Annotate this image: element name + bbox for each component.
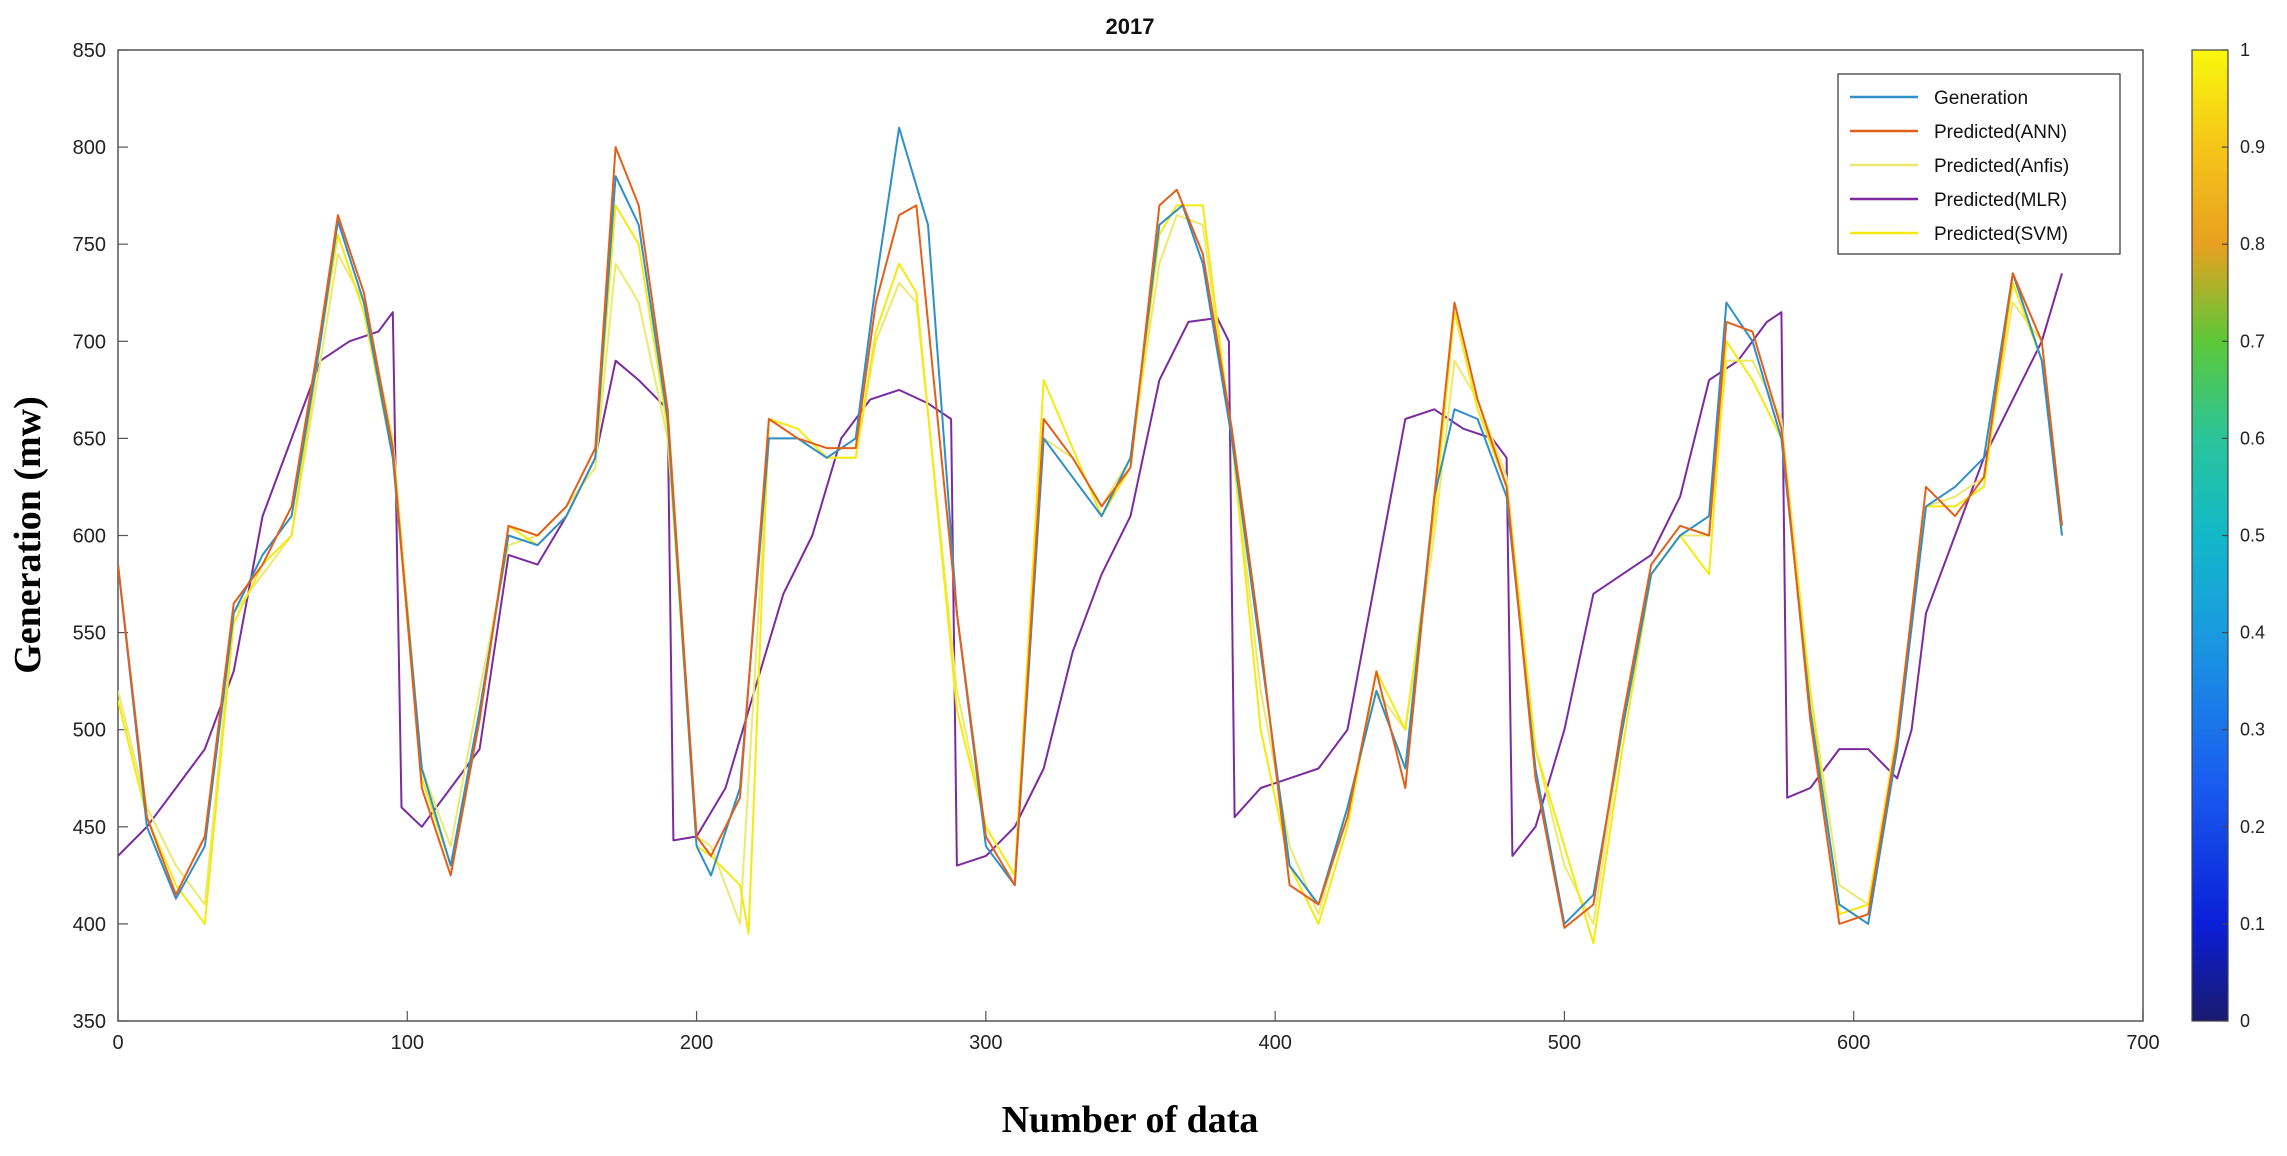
colorbar-tick-label: 0.7 [2240,331,2265,351]
legend-entry: Predicted(ANN) [1934,122,2067,143]
chart-title: 2017 [1106,14,1155,39]
series-line-predicted-ann [118,146,2063,929]
legend-entry: Predicted(SVM) [1934,224,2068,245]
y-tick-label: 550 [73,623,106,645]
colorbar-tick-label: 0 [2240,1011,2250,1031]
x-tick-label: 200 [680,1032,713,1054]
y-tick-label: 500 [73,720,106,742]
x-axis: 0 100 200 300 400 500 600 700 [112,1011,2160,1054]
y-tick-label: 350 [73,1011,106,1033]
legend-entry: Predicted(Anfis) [1934,156,2069,177]
y-tick-label: 800 [73,137,106,159]
colorbar-tick-label: 0.3 [2240,720,2265,740]
legend-entry: Predicted(MLR) [1934,190,2067,211]
colorbar-tick-label: 0.8 [2240,234,2265,254]
y-tick-label: 600 [73,526,106,548]
y-axis: 350 400 450 500 550 600 650 700 750 800 850 [73,40,128,1033]
colorbar-tick-label: 0.2 [2240,817,2265,837]
y-tick-label: 450 [73,817,106,839]
y-axis-label: Generation (mw) [7,396,49,674]
y-tick-label: 650 [73,428,106,450]
x-tick-label: 300 [969,1032,1002,1054]
legend-entry: Generation [1934,88,2028,109]
colorbar-tick-label: 0.9 [2240,137,2265,157]
colorbar-tick-label: 0.4 [2240,623,2265,643]
x-tick-label: 700 [2126,1032,2159,1054]
legend: Generation Predicted(ANN) Predicted(Anfis)… [1837,73,2121,255]
series-line-predicted-mlr [118,273,2063,867]
x-axis-label: Number of data [1002,1099,1259,1141]
colorbar-tick-label: 0.6 [2240,428,2265,448]
colorbar-tick-label: 0.5 [2240,526,2265,546]
x-tick-label: 100 [391,1032,424,1054]
x-tick-label: 400 [1258,1032,1291,1054]
plot-area [117,49,2144,1022]
y-tick-label: 400 [73,914,106,936]
y-tick-label: 750 [73,234,106,256]
series-lines [118,126,2063,945]
colorbar: 0 0.1 0.2 0.3 0.4 0.5 0.6 0.7 0.8 0.9 1 [2191,40,2265,1031]
colorbar-tick-label: 1 [2240,40,2250,60]
y-tick-label: 850 [73,40,106,62]
x-tick-label: 0 [112,1032,123,1054]
series-line-generation [118,126,2063,925]
colorbar-tick-label: 0.1 [2240,914,2265,934]
y-tick-label: 700 [73,331,106,353]
x-tick-label: 500 [1548,1032,1581,1054]
x-tick-label: 600 [1837,1032,1870,1054]
